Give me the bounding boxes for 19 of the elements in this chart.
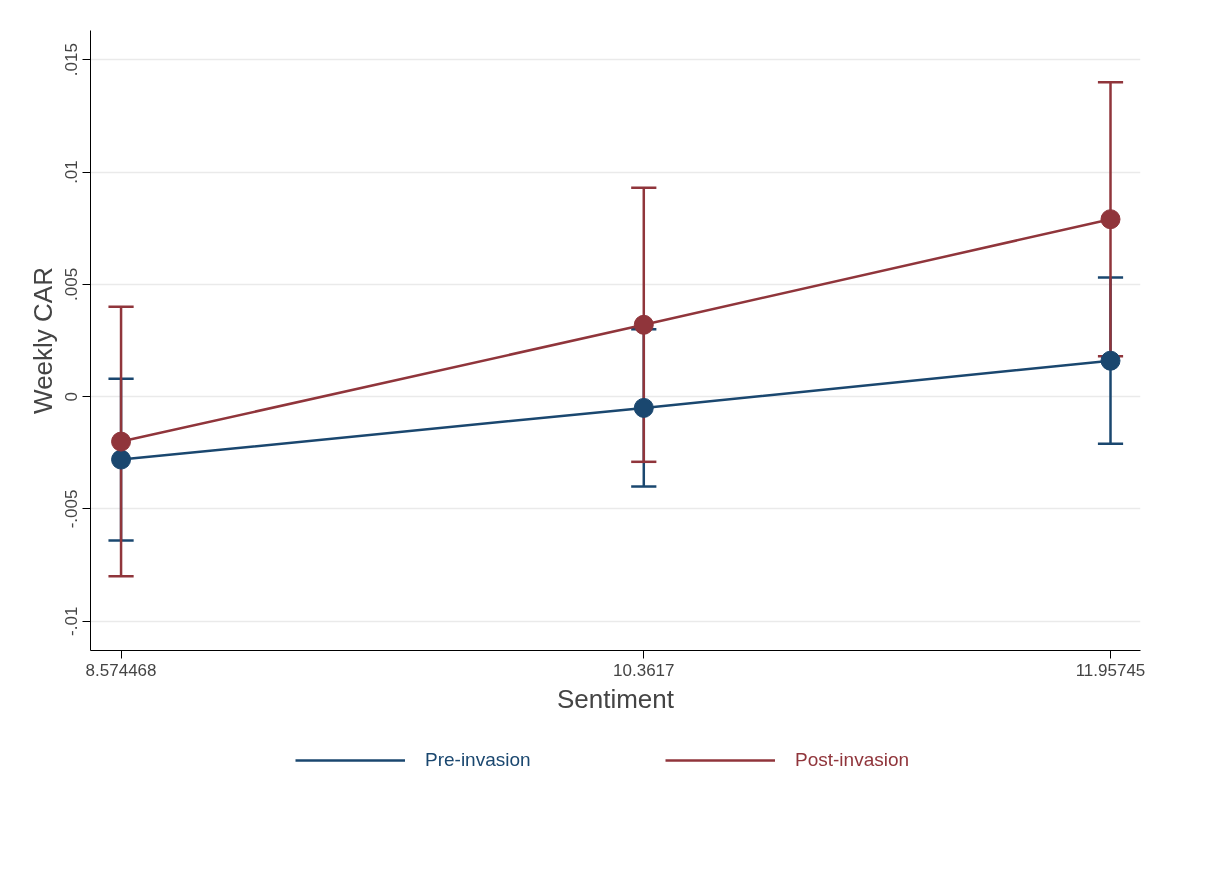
y-tick-label: 0 [62, 391, 82, 402]
text: Post-invasion [795, 749, 910, 771]
y-axis-title: Weekly CAR [27, 267, 58, 414]
point [111, 431, 132, 452]
point [633, 314, 654, 335]
y-tick-label: -.01 [62, 606, 82, 636]
x-tick-label: 10.3617 [613, 660, 675, 680]
y-tick-label: .005 [62, 267, 82, 301]
y-tick-label: -.005 [62, 489, 82, 529]
text: Pre-invasion [425, 749, 531, 771]
point [111, 449, 132, 470]
point [1100, 350, 1121, 371]
point [1100, 209, 1121, 230]
x-axis-title: Sentiment [556, 683, 675, 714]
y-tick-label: .015 [62, 43, 82, 77]
x-tick-label: 8.574468 [85, 660, 157, 680]
point [633, 397, 654, 418]
x-tick-label: 11.95745 [1075, 660, 1146, 680]
y-tick-label: .01 [62, 160, 82, 184]
